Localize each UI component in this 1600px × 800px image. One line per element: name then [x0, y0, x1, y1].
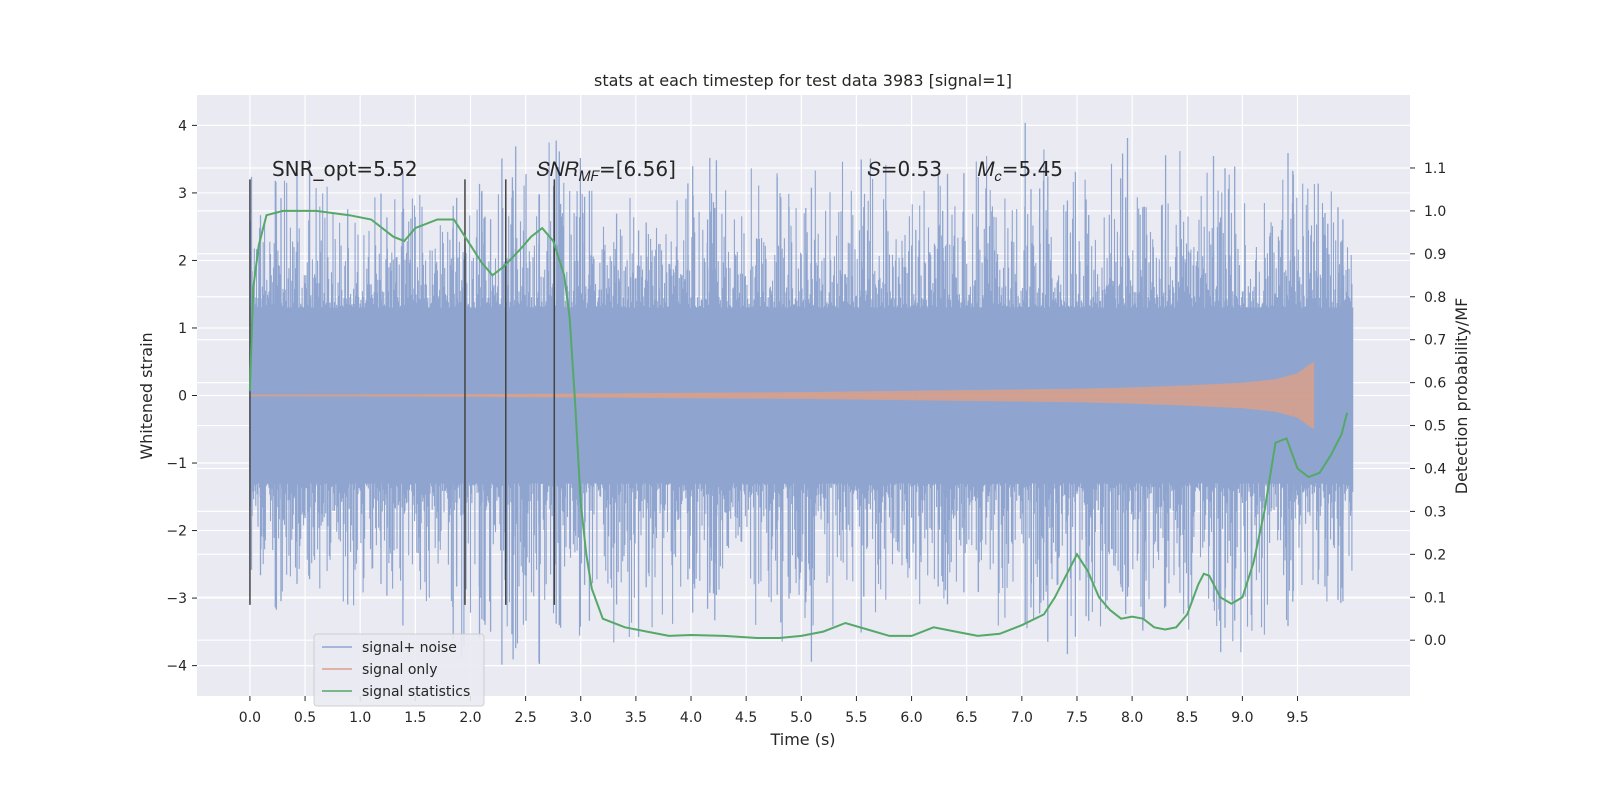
y-tick-label-left: −2	[166, 524, 187, 540]
x-tick-label: 8.0	[1121, 710, 1143, 726]
legend-label-signal-only: signal only	[362, 662, 437, 678]
x-tick-label: 2.0	[459, 710, 481, 726]
x-tick-label: 1.0	[349, 710, 371, 726]
y-axis-label-right: Detection probability/MF	[1452, 298, 1471, 495]
y-tick-label-left: 3	[178, 186, 187, 202]
y-tick-label-right: 0.2	[1424, 547, 1446, 563]
x-tick-label: 6.0	[900, 710, 922, 726]
y-tick-label-left: 0	[178, 389, 187, 405]
x-tick-label: 5.0	[790, 710, 812, 726]
annotation-text: 𝑆=0.53	[867, 157, 942, 181]
annotations: SNR_opt=5.52 𝑆𝑁𝑅𝑀𝐹=[6.56] 𝑆=0.53 𝑀𝑐=5.45	[272, 157, 1063, 185]
y-tick-label-left: −4	[166, 659, 187, 675]
legend-label-signal-noise: signal+ noise	[362, 640, 457, 656]
x-axis-label: Time (s)	[769, 730, 835, 749]
y-tick-label-right: 0.3	[1424, 504, 1446, 520]
tick-labels: 0.0 0.5 1.0 1.5 2.0 2.5 3.0 3.5 4.0 4.5 5.0 5.5 6.0 6…	[166, 118, 1446, 726]
x-tick-label: 4.5	[735, 710, 757, 726]
signal-statistics-series	[248, 209, 1349, 639]
y-tick-label-left: 2	[178, 253, 187, 269]
x-tick-label: 3.0	[570, 710, 592, 726]
x-tick-label: 1.5	[404, 710, 426, 726]
y-tick-label-right: 0.0	[1424, 633, 1446, 649]
x-tick-label: 2.5	[514, 710, 536, 726]
y-tick-label-right: 1.0	[1424, 204, 1446, 220]
legend: signal+ noise signal only signal statist…	[313, 633, 485, 707]
chart-title: stats at each timestep for test data 398…	[594, 71, 1012, 90]
x-tick-label: 7.5	[1066, 710, 1088, 726]
y-tick-label-left: −1	[166, 456, 187, 472]
y-tick-label-right: 0.7	[1424, 333, 1446, 349]
x-tick-label: 4.0	[680, 710, 702, 726]
annotation-text: SNR_opt=5.52	[272, 157, 418, 181]
x-tick-label: 0.0	[239, 710, 261, 726]
y-tick-label-right: 0.5	[1424, 419, 1446, 435]
x-tick-label: 9.5	[1286, 710, 1308, 726]
x-tick-label: 0.5	[294, 710, 316, 726]
x-tick-label: 5.5	[845, 710, 867, 726]
vertical-markers	[249, 179, 556, 605]
annotation-text: 𝑀𝑐=5.45	[978, 157, 1063, 185]
signal-only-series	[249, 361, 1315, 430]
y-axis-label-left: Whitened strain	[137, 332, 156, 459]
annotation-text: 𝑆𝑁𝑅𝑀𝐹=[6.56]	[537, 157, 676, 185]
y-tick-label-right: 0.4	[1424, 461, 1446, 477]
y-tick-label-right: 0.1	[1424, 590, 1446, 606]
y-tick-label-left: −3	[166, 591, 187, 607]
x-tick-label: 8.5	[1176, 710, 1198, 726]
x-tick-label: 3.5	[625, 710, 647, 726]
x-tick-label: 7.0	[1011, 710, 1033, 726]
legend-label-signal-statistics: signal statistics	[362, 684, 470, 700]
y-tick-label-left: 1	[178, 321, 187, 337]
x-tick-label: 6.5	[956, 710, 978, 726]
signal-statistics-line	[248, 209, 1349, 639]
y-tick-label-right: 0.9	[1424, 247, 1446, 263]
y-tick-label-left: 4	[178, 118, 187, 134]
x-tick-label: 9.0	[1231, 710, 1253, 726]
y-tick-label-right: 1.1	[1424, 161, 1446, 177]
y-tick-label-right: 0.6	[1424, 376, 1446, 392]
y-tick-label-right: 0.8	[1424, 290, 1446, 306]
